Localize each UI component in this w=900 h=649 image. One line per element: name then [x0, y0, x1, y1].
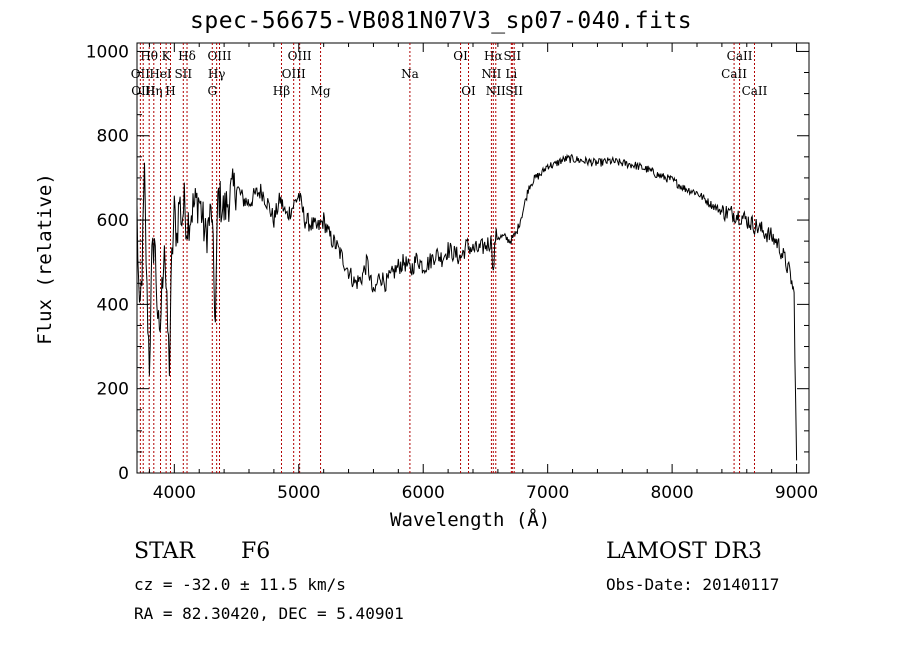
line-label: SII	[503, 49, 521, 63]
line-label: Li	[505, 67, 517, 81]
x-axis-label: Wavelength (Å)	[390, 509, 551, 531]
chart-title: spec-56675-VB081N07V3_sp07-040.fits	[190, 8, 693, 34]
y-tick-label: 600	[97, 211, 129, 231]
line-label: OIII	[131, 84, 155, 98]
x-tick-label: 5000	[277, 483, 320, 503]
line-label: OI	[461, 84, 476, 98]
x-tick-label: 4000	[153, 483, 196, 503]
line-label: G	[207, 84, 217, 98]
line-label: SII	[505, 84, 523, 98]
line-label: CaII	[727, 49, 753, 63]
line-label: K	[162, 49, 172, 63]
line-label: CaII	[742, 84, 768, 98]
line-label: OII	[131, 67, 151, 81]
y-tick-label: 1000	[86, 42, 129, 62]
x-tick-label: 7000	[526, 483, 569, 503]
line-label: NII	[481, 67, 501, 81]
line-label: SII	[174, 67, 192, 81]
y-tick-label: 0	[118, 464, 129, 484]
spectrum-line	[136, 153, 798, 461]
object-type: STAR	[134, 539, 195, 564]
x-tick-label: 6000	[402, 483, 445, 503]
line-label: Hα	[484, 49, 503, 63]
object-subclass: F6	[241, 539, 271, 564]
line-label: Hβ	[273, 84, 290, 98]
line-label: OIII	[282, 67, 306, 81]
line-label: Hδ	[178, 49, 196, 63]
line-label: Na	[401, 67, 419, 81]
y-tick-label: 400	[97, 295, 129, 315]
line-label: OIII	[288, 49, 312, 63]
redshift-info: cz = -32.0 ± 11.5 km/s	[134, 575, 346, 594]
line-label: NII	[486, 84, 506, 98]
line-label: OIII	[207, 49, 231, 63]
line-label: Mg	[311, 84, 331, 98]
plot-frame	[136, 42, 810, 474]
line-label: Hγ	[208, 67, 226, 81]
x-tick-label: 8000	[650, 483, 693, 503]
y-axis-label: Flux (relative)	[34, 173, 56, 345]
line-label: CaII	[721, 67, 747, 81]
line-label: Hη	[145, 84, 163, 98]
line-label: OI	[453, 49, 468, 63]
line-label: H	[165, 84, 175, 98]
line-label: HeI	[149, 67, 172, 81]
obs-date: Obs-Date: 20140117	[606, 575, 780, 594]
survey-name: LAMOST DR3	[606, 539, 762, 564]
y-tick-label: 800	[97, 127, 129, 147]
coordinates: RA = 82.30420, DEC = 5.40901	[134, 604, 404, 623]
y-tick-label: 200	[97, 380, 129, 400]
x-tick-label: 9000	[775, 483, 818, 503]
